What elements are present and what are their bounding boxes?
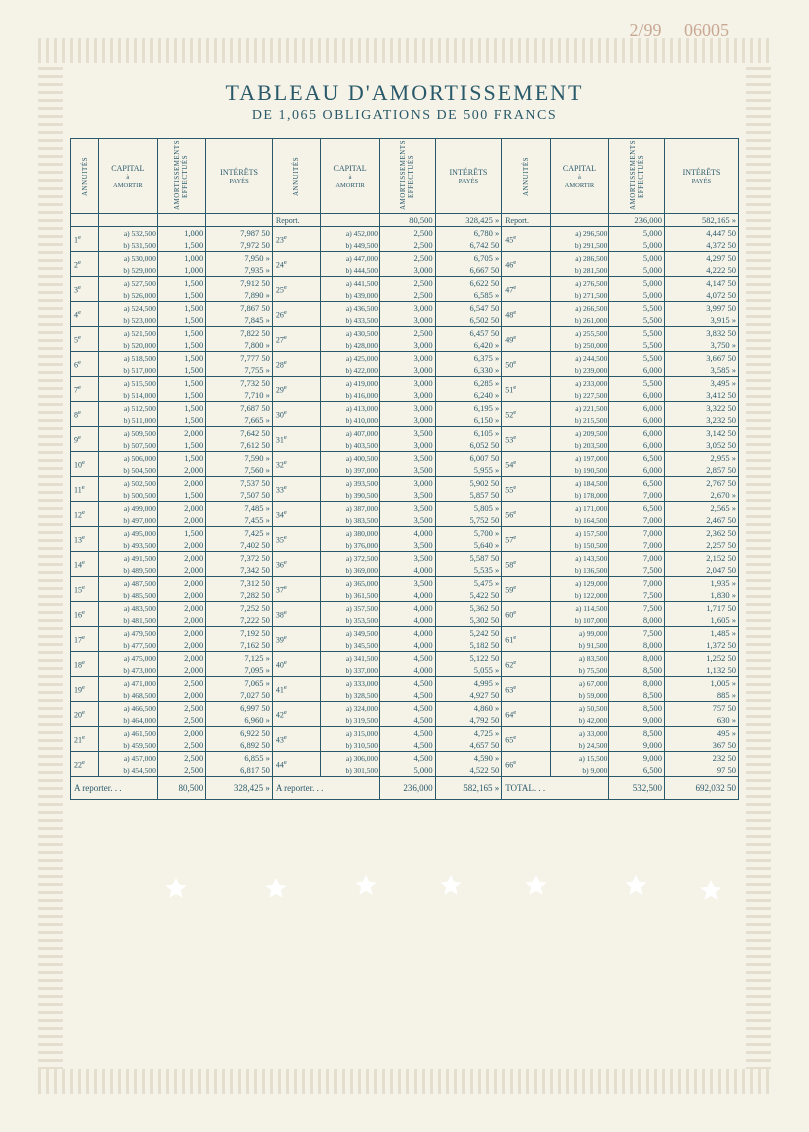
report-amort-3: 236,000 bbox=[609, 214, 665, 227]
table-row: b) 507,5001,5007,612 50b) 403,5003,0006,… bbox=[71, 439, 739, 452]
table-row: b) 529,0001,0007,935 »b) 444,5003,0006,6… bbox=[71, 264, 739, 277]
table-row: b) 511,0001,5007,665 »b) 410,0003,0006,1… bbox=[71, 414, 739, 427]
footer-row: A reporter. . .80,500328,425 »A reporter… bbox=[71, 777, 739, 800]
footer-int-1: 328,425 » bbox=[206, 777, 273, 800]
table-row: 15ea) 487,5002,0007,312 5037ea) 365,0003… bbox=[71, 577, 739, 590]
table-row: 14ea) 491,5002,0007,372 5036ea) 372,5003… bbox=[71, 552, 739, 565]
col-interests: INTÉRÊTS PAYÉS bbox=[206, 139, 273, 214]
footer-amort-2: 236,000 bbox=[379, 777, 435, 800]
col-annuities: ANNUITÉS bbox=[71, 139, 99, 214]
table-row: 7ea) 515,5001,5007,732 5029ea) 419,0003,… bbox=[71, 377, 739, 390]
amortization-table: ANNUITÉS CAPITAL à AMORTIR AMORTISSEMENT… bbox=[70, 138, 739, 800]
table-row: 3ea) 527,5001,5007,912 5025ea) 441,5002,… bbox=[71, 277, 739, 290]
table-row: b) 481,5002,0007,222 50b) 353,5004,0005,… bbox=[71, 614, 739, 627]
table-row: 13ea) 495,0001,5007,425 »35ea) 380,0004,… bbox=[71, 527, 739, 540]
table-row: 12ea) 499,0002,0007,485 »34ea) 387,0003,… bbox=[71, 502, 739, 515]
table-row: b) 526,0001,5007,890 »b) 439,0002,5006,5… bbox=[71, 289, 739, 302]
col-interests-3: INTÉRÊTS PAYÉS bbox=[664, 139, 738, 214]
table-row: 9ea) 509,5002,0007,642 5031ea) 407,0003,… bbox=[71, 427, 739, 440]
table-row: b) 473,0002,0007,095 »b) 337,0004,0005,0… bbox=[71, 664, 739, 677]
total-label: TOTAL. . . bbox=[502, 777, 609, 800]
col-capital: CAPITAL à AMORTIR bbox=[98, 139, 157, 214]
table-row: b) 504,5002,0007,560 »b) 397,0003,5005,9… bbox=[71, 464, 739, 477]
table-row: 22ea) 457,0002,5006,855 »44ea) 306,0004,… bbox=[71, 752, 739, 765]
title-sub: DE 1,065 OBLIGATIONS DE 500 FRANCS bbox=[70, 108, 739, 124]
table-row: b) 464,0002,5006,960 »b) 319,5004,5004,7… bbox=[71, 714, 739, 727]
table-row: b) 517,0001,5007,755 »b) 422,0003,0006,3… bbox=[71, 364, 739, 377]
table-row: 2ea) 530,0001,0007,950 »24ea) 447,0002,5… bbox=[71, 252, 739, 265]
table-row: 18ea) 475,0002,0007,125 »40ea) 341,5004,… bbox=[71, 652, 739, 665]
table-row: 10ea) 506,0001,5007,590 »32ea) 400,5003,… bbox=[71, 452, 739, 465]
table-row: b) 477,5002,0007,162 50b) 345,5004,0005,… bbox=[71, 639, 739, 652]
footer-amort-3: 532,500 bbox=[609, 777, 665, 800]
table-row: 11ea) 502,5002,0007,537 5033ea) 393,5003… bbox=[71, 477, 739, 490]
table-row: b) 468,5002,0007,027 50b) 328,5004,5004,… bbox=[71, 689, 739, 702]
footer-int-3: 692,032 50 bbox=[664, 777, 738, 800]
table-row: 19ea) 471,0002,5007,065 »41ea) 333,0004,… bbox=[71, 677, 739, 690]
table-row: 21ea) 461,5002,0006,922 5043ea) 315,0004… bbox=[71, 727, 739, 740]
table-row: b) 497,0002,0007,455 »b) 383,5003,5005,7… bbox=[71, 514, 739, 527]
header-row: ANNUITÉS CAPITAL à AMORTIR AMORTISSEMENT… bbox=[71, 139, 739, 214]
handwritten-a: 2/99 bbox=[629, 20, 661, 40]
table-row: b) 500,5001,5007,507 50b) 390,5003,5005,… bbox=[71, 489, 739, 502]
table-row: b) 514,0001,5007,710 »b) 416,0003,0006,2… bbox=[71, 389, 739, 402]
report-amort-2: 80,500 bbox=[379, 214, 435, 227]
footer-int-2: 582,165 » bbox=[435, 777, 502, 800]
report-label: Report. bbox=[272, 214, 320, 227]
table-row: b) 523,0001,5007,845 »b) 433,5003,0006,5… bbox=[71, 314, 739, 327]
handwritten-annotation: 2/99 06005 bbox=[629, 20, 729, 41]
col-annuities-2: ANNUITÉS bbox=[272, 139, 320, 214]
table-row: b) 459,5002,5006,892 50b) 310,5004,5004,… bbox=[71, 739, 739, 752]
table-row: b) 493,5002,0007,402 50b) 376,0003,5005,… bbox=[71, 539, 739, 552]
table-row: b) 454,5002,5006,817 50b) 301,5005,0004,… bbox=[71, 764, 739, 777]
report-label-3: Report. bbox=[502, 214, 550, 227]
table-row: 17ea) 479,5002,0007,192 5039ea) 349,5004… bbox=[71, 627, 739, 640]
areporter-label-1: A reporter. . . bbox=[71, 777, 158, 800]
col-capital-3: CAPITAL à AMORTIR bbox=[550, 139, 609, 214]
table-row: 20ea) 466,5002,5006,997 5042ea) 324,0004… bbox=[71, 702, 739, 715]
table-row: 8ea) 512,5001,5007,687 5030ea) 413,0003,… bbox=[71, 402, 739, 415]
col-capital-2: CAPITAL à AMORTIR bbox=[321, 139, 380, 214]
table-row: 4ea) 524,5001,5007,867 5026ea) 436,5003,… bbox=[71, 302, 739, 315]
table-row: 5ea) 521,5001,5007,822 5027ea) 430,5002,… bbox=[71, 327, 739, 340]
table-row: 6ea) 518,5001,5007,777 5028ea) 425,0003,… bbox=[71, 352, 739, 365]
table-row: 16ea) 483,5002,0007,252 5038ea) 357,5004… bbox=[71, 602, 739, 615]
col-amort-3: AMORTISSEMENTS EFFECTUÉS bbox=[609, 139, 665, 214]
table-row: b) 520,0001,5007,800 »b) 428,0003,0006,4… bbox=[71, 339, 739, 352]
handwritten-b: 06005 bbox=[684, 20, 729, 40]
table-row: 1ea) 532,5001,0007,987 5023ea) 452,0002,… bbox=[71, 227, 739, 240]
footer-amort-1: 80,500 bbox=[157, 777, 205, 800]
report-row: Report.80,500328,425 »Report.236,000582,… bbox=[71, 214, 739, 227]
report-int-3: 582,165 » bbox=[664, 214, 738, 227]
table-row: b) 485,5002,0007,282 50b) 361,5004,0005,… bbox=[71, 589, 739, 602]
col-annuities-3: ANNUITÉS bbox=[502, 139, 550, 214]
col-amort-2: AMORTISSEMENTS EFFECTUÉS bbox=[379, 139, 435, 214]
title-main: TABLEAU D'AMORTISSEMENT bbox=[70, 80, 739, 106]
table-row: b) 531,5001,5007,972 50b) 449,5002,5006,… bbox=[71, 239, 739, 252]
page-content: TABLEAU D'AMORTISSEMENT DE 1,065 OBLIGAT… bbox=[70, 70, 739, 1072]
report-int-2: 328,425 » bbox=[435, 214, 502, 227]
col-interests-2: INTÉRÊTS PAYÉS bbox=[435, 139, 502, 214]
col-amort: AMORTISSEMENTS EFFECTUÉS bbox=[157, 139, 205, 214]
table-row: b) 489,5002,0007,342 50b) 369,0004,0005,… bbox=[71, 564, 739, 577]
areporter-label-2: A reporter. . . bbox=[272, 777, 379, 800]
